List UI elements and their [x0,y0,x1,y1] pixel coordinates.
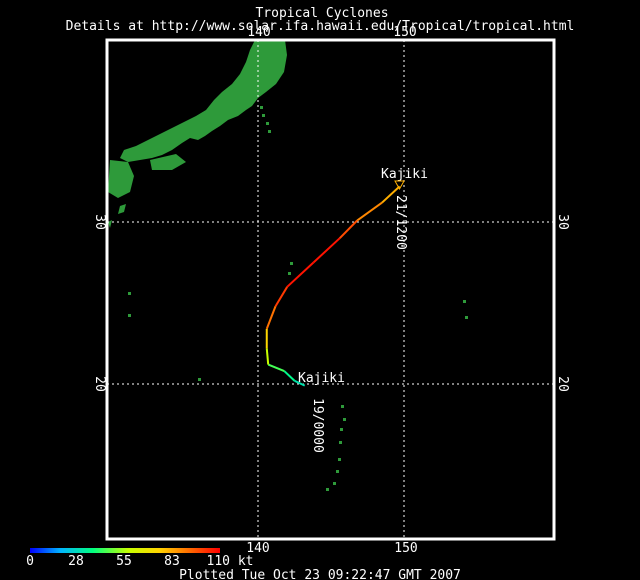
storm-label-end: Kajiki [381,167,428,182]
legend-tick-110: 110 kt [207,554,254,569]
intensity-legend-ticks: 0 28 55 83 110 kt [26,554,253,569]
lon-label-bottom-150: 150 [394,541,417,556]
intensity-legend-bar [30,548,220,553]
island-7 [128,314,131,317]
land-shikoku [150,154,186,170]
track-segment-3 [265,348,270,365]
land-ryukyu-b [108,220,112,228]
track-segment-6 [274,286,289,307]
lon-label-top-150: 150 [393,25,416,40]
tick-labels: 140 150 140 150 30 20 30 20 [92,25,570,556]
lat-label-left-20: 20 [92,376,107,392]
land-kyushu [108,160,134,198]
details-url[interactable]: Details at http://www.solar.ifa.hawaii.e… [66,19,575,34]
island-16 [336,470,339,473]
island-0 [260,106,263,109]
track-segment-0 [294,379,306,387]
lat-label-right-30: 30 [555,214,570,230]
graticule [107,40,554,539]
island-3 [268,130,271,133]
lon-label-top-140: 140 [247,25,270,40]
track-segment-5 [265,305,277,330]
island-11 [341,405,344,408]
lon-label-bottom-140: 140 [246,541,269,556]
track-segment-7 [286,261,315,288]
island-8 [198,378,201,381]
island-9 [463,300,466,303]
land-honshu [120,40,287,162]
island-15 [338,458,341,461]
start-time-label: 19/0000 [310,398,325,453]
land-ryukyu-a [118,204,126,214]
end-time-label: 21/1200 [393,195,408,250]
island-17 [333,482,336,485]
island-1 [262,114,265,117]
island-2 [266,122,269,125]
track-segment-2 [267,363,285,372]
legend-tick-0: 0 [26,554,34,569]
island-18 [326,488,329,491]
lat-label-left-30: 30 [92,214,107,230]
island-12 [343,418,346,421]
storm-label-start: Kajiki [298,371,345,386]
plotted-timestamp: Plotted Tue Oct 23 09:22:47 GMT 2007 [179,568,461,580]
track-segment-8 [312,237,341,264]
island-6 [128,292,131,295]
track-segment-1 [283,370,296,382]
track-segment-9 [339,219,358,239]
island-10 [465,316,468,319]
island-14 [339,441,342,444]
track-segment-11 [381,185,401,204]
storm-track [265,185,401,387]
island-4 [290,262,293,265]
map-title: Tropical Cyclones [255,6,388,21]
land-masses [108,40,468,491]
island-5 [288,272,291,275]
legend-tick-28: 28 [68,554,84,569]
map-frame [105,38,556,541]
legend-tick-55: 55 [116,554,132,569]
island-13 [340,428,343,431]
track-segment-10 [356,201,383,222]
legend-tick-83: 83 [164,554,180,569]
lat-label-right-20: 20 [555,376,570,392]
end-marker [394,180,405,191]
